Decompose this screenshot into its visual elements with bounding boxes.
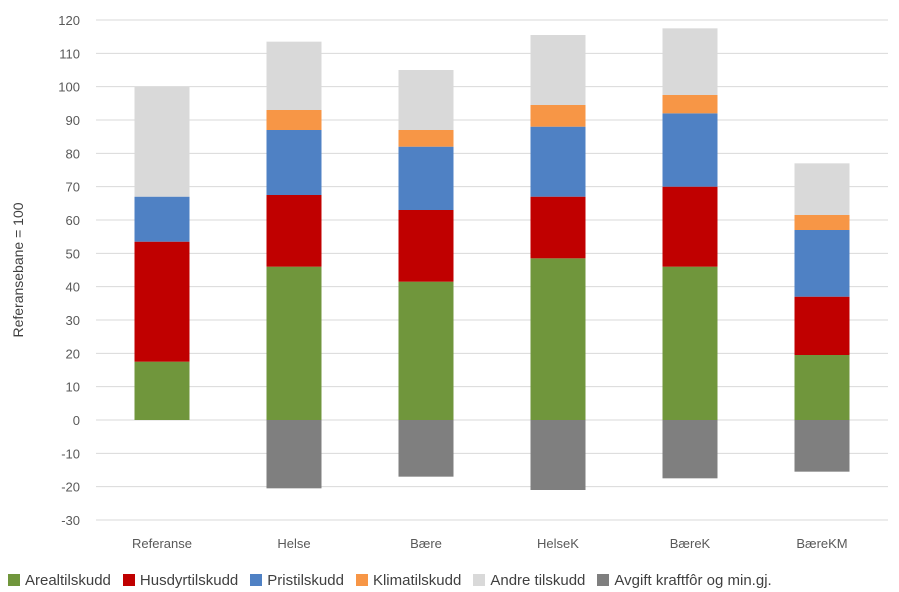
y-tick-label: 0 xyxy=(73,413,80,428)
bar-segment-husdyrtilskudd-bærek xyxy=(662,186,718,267)
y-axis-label: Referansebane = 100 xyxy=(10,202,26,337)
y-tick-label: 80 xyxy=(66,146,80,161)
bar-segment-andre-tilskudd-bærek xyxy=(662,28,718,95)
y-tick-label: 40 xyxy=(66,280,80,295)
x-tick-label: BæreKM xyxy=(796,536,847,551)
bar-segment-andre-tilskudd-helse xyxy=(266,41,322,110)
legend-item: Pristilskudd xyxy=(250,572,344,589)
y-tick-label: 110 xyxy=(59,46,80,61)
bar-segment-arealtilskudd-bærek xyxy=(662,266,718,420)
legend-swatch xyxy=(473,574,486,586)
bar-segment-avgift-kraftf-r-og-min-gj--bærek xyxy=(662,420,718,479)
legend: Arealtilskudd Husdyrtilskudd Pristilskudd K… xyxy=(8,569,898,591)
bar-segment-husdyrtilskudd-helse xyxy=(266,195,322,267)
bar-segment-arealtilskudd-helsek xyxy=(530,258,586,420)
legend-swatch xyxy=(355,574,368,586)
bar-segment-pristilskudd-bære xyxy=(398,146,454,210)
x-axis-ticks: Referanse Helse Bære HelseK BæreK BæreKM xyxy=(132,536,848,551)
bars xyxy=(134,28,850,490)
bar-segment-arealtilskudd-bære xyxy=(398,281,454,420)
bar-segment-andre-tilskudd-bærekm xyxy=(794,163,850,215)
bar-segment-arealtilskudd-bærekm xyxy=(794,355,850,420)
bar-segment-pristilskudd-bærek xyxy=(662,113,718,187)
legend-label: Husdyrtilskudd xyxy=(139,571,239,589)
bar-segment-klimatilskudd-helse xyxy=(266,110,322,130)
y-tick-label: 20 xyxy=(66,346,80,361)
legend-swatch xyxy=(250,574,263,586)
bar-segment-avgift-kraftf-r-og-min-gj--bærekm xyxy=(794,420,850,472)
legend-item: Andre tilskudd xyxy=(473,572,585,589)
x-tick-label: HelseK xyxy=(537,536,579,551)
y-tick-label: 100 xyxy=(58,80,80,95)
legend-swatch xyxy=(8,574,20,586)
y-tick-label: 90 xyxy=(66,113,80,128)
y-tick-label: 10 xyxy=(66,380,80,395)
bar-segment-arealtilskudd-helse xyxy=(266,266,322,420)
bar-segment-husdyrtilskudd-helsek xyxy=(530,196,586,259)
y-tick-label: 70 xyxy=(66,180,80,195)
x-tick-label: Bære xyxy=(410,536,442,551)
bar-segment-pristilskudd-helsek xyxy=(530,126,586,197)
y-tick-label: 60 xyxy=(66,213,80,228)
bar-segment-andre-tilskudd-referanse xyxy=(134,86,190,197)
bar-segment-andre-tilskudd-bære xyxy=(398,70,454,130)
legend-swatch xyxy=(122,574,135,586)
legend-label: Avgift kraftfôr og min.gj. xyxy=(614,571,772,589)
bar-segment-klimatilskudd-bærek xyxy=(662,95,718,114)
bar-segment-pristilskudd-bærekm xyxy=(794,230,850,297)
x-tick-label: Referanse xyxy=(132,536,192,551)
x-tick-label: Helse xyxy=(277,536,310,551)
y-axis-ticks: -30 -20 -10 0 10 20 30 40 50 60 70 80 90 100 110 120 xyxy=(58,13,80,528)
legend-item: Husdyrtilskudd xyxy=(122,571,239,589)
legend-label: Andre tilskudd xyxy=(490,571,586,589)
bar-segment-husdyrtilskudd-bærekm xyxy=(794,296,850,355)
bar-segment-husdyrtilskudd-bære xyxy=(398,210,454,282)
legend-item: Avgift kraftfôr og min.gj. xyxy=(597,571,772,589)
bar-segment-klimatilskudd-bære xyxy=(398,130,454,147)
stacked-bar-chart: -30 -20 -10 0 10 20 30 40 50 60 70 80 90 100 110 120 Re… xyxy=(10,13,888,551)
legend-item: Arealtilskudd xyxy=(8,572,111,589)
bar-segment-husdyrtilskudd-referanse xyxy=(134,241,190,362)
legend-label: Klimatilskudd xyxy=(372,571,462,589)
legend-label: Pristilskudd xyxy=(267,571,344,589)
legend-item: Klimatilskudd xyxy=(355,571,462,589)
bar-segment-avgift-kraftf-r-og-min-gj--helse xyxy=(266,420,322,489)
y-tick-label: -10 xyxy=(61,446,80,461)
legend-swatch xyxy=(597,574,610,586)
bar-segment-pristilskudd-referanse xyxy=(134,196,190,242)
y-tick-label: -30 xyxy=(61,513,80,528)
bar-segment-klimatilskudd-helsek xyxy=(530,105,586,127)
bar-segment-pristilskudd-helse xyxy=(266,130,322,195)
y-tick-label: -20 xyxy=(61,480,80,495)
bar-segment-klimatilskudd-bærekm xyxy=(794,215,850,230)
bar-segment-arealtilskudd-referanse xyxy=(134,361,190,420)
y-tick-label: 30 xyxy=(66,313,80,328)
y-tick-label: 120 xyxy=(58,13,80,28)
gridlines xyxy=(96,19,888,521)
bar-segment-avgift-kraftf-r-og-min-gj--bære xyxy=(398,420,454,477)
bar-segment-andre-tilskudd-helsek xyxy=(530,35,586,105)
x-tick-label: BæreK xyxy=(670,536,711,551)
legend-label: Arealtilskudd xyxy=(25,571,111,589)
bar-segment-avgift-kraftf-r-og-min-gj--helsek xyxy=(530,420,586,490)
y-tick-label: 50 xyxy=(66,246,80,261)
